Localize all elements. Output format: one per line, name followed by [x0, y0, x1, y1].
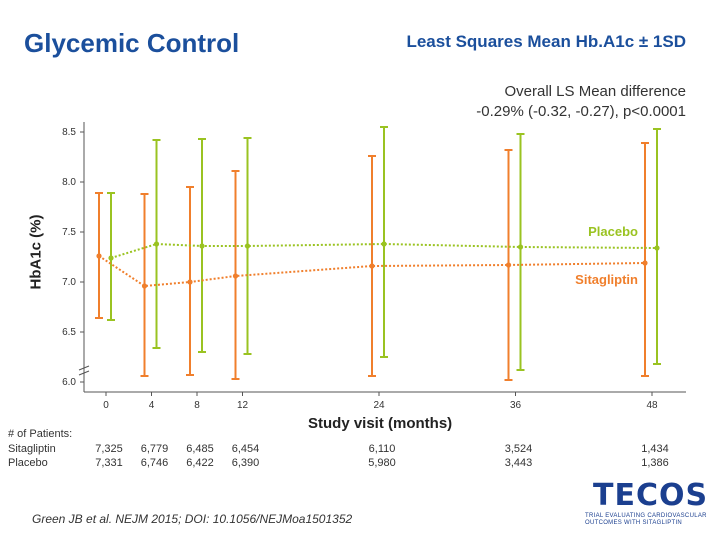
chart-legend: Placebo Sitagliptin — [575, 224, 638, 287]
sitagliptin-data-point — [141, 283, 148, 289]
placebo-data-point — [517, 244, 524, 250]
y-tick-label: 6.0 — [62, 377, 76, 388]
ls-mean-difference-line2: -0.29% (-0.32, -0.27), p<0.0001 — [476, 103, 686, 120]
placebo-legend-label: Placebo — [588, 224, 638, 239]
ls-mean-difference: Overall LS Mean difference -0.29% (-0.32… — [476, 82, 686, 122]
chart-axes — [78, 122, 686, 396]
citation: Green JB et al. NEJM 2015; DOI: 10.1056/… — [32, 512, 353, 526]
y-tick-label: 6.5 — [62, 327, 76, 338]
tecos-logo: TECOS TRIAL EVALUATING CARDIOVASCULAR OU… — [585, 478, 709, 528]
x-tick-label: 4 — [149, 400, 155, 411]
x-tick-label: 12 — [237, 400, 249, 411]
x-tick-label: 8 — [194, 400, 200, 411]
chart-title: Least Squares Mean Hb.A1c ± 1SD — [406, 32, 686, 51]
placebo-data-point — [108, 255, 114, 261]
y-tick-label: 8.0 — [62, 177, 76, 188]
tecos-logo-subtitle-1: TRIAL EVALUATING CARDIOVASCULAR — [585, 513, 707, 519]
x-tick-label: 24 — [373, 400, 385, 411]
chart-tick-labels: 6.06.57.07.58.08.50 4 8 12 24 36 48 — [62, 127, 658, 411]
sitagliptin-data-point — [642, 260, 648, 266]
x-tick-label: 36 — [510, 400, 522, 411]
y-tick-label: 7.5 — [62, 227, 76, 238]
y-tick-label: 7.0 — [62, 277, 76, 288]
tecos-logo-subtitle-2: OUTCOMES WITH SITAGLIPTIN — [585, 520, 683, 526]
x-tick-label: 48 — [646, 400, 658, 411]
y-axis-label: HbA1c (%) — [27, 214, 45, 290]
placebo-data-point — [244, 243, 251, 249]
y-tick-label: 8.5 — [62, 127, 76, 138]
placebo-data-point — [654, 245, 660, 251]
sitagliptin-data-point — [232, 273, 239, 279]
placebo-data-point — [199, 243, 205, 249]
axis-break-mark-2 — [78, 370, 90, 376]
placebo-data-point — [381, 241, 387, 247]
sitagliptin-data-point — [505, 262, 512, 268]
tecos-logo-word: TECOS — [593, 478, 709, 513]
chart-series-lines — [98, 242, 658, 288]
chart-series-points — [96, 241, 660, 289]
sitagliptin-legend-label: Sitagliptin — [575, 272, 638, 287]
sitagliptin-data-point — [96, 253, 102, 259]
ls-mean-difference-line1: Overall LS Mean difference — [504, 83, 687, 100]
placebo-data-point — [153, 241, 160, 247]
x-axis-label: Study visit (months) — [308, 415, 453, 432]
axis-break-mark-1 — [78, 365, 90, 371]
sitagliptin-data-point — [369, 263, 375, 269]
chart-error-bars — [95, 126, 661, 381]
sitagliptin-data-point — [187, 279, 193, 285]
x-tick-label: 0 — [103, 400, 109, 411]
slide-title: Glycemic Control — [24, 28, 240, 58]
